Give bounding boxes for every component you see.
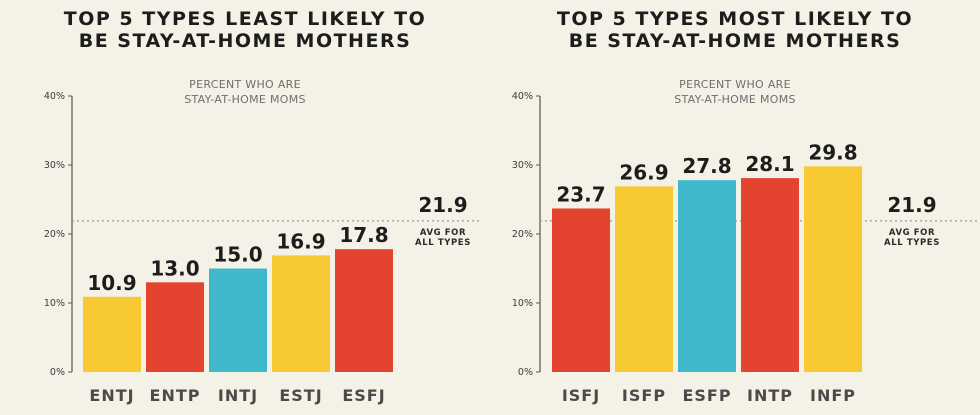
bar-value-label: 15.0: [213, 243, 262, 267]
chart-least-likely: TOP 5 TYPES LEAST LIKELY TO BE STAY-AT-H…: [0, 8, 490, 405]
bar-value-label: 10.9: [87, 271, 136, 295]
chart-title: TOP 5 TYPES LEAST LIKELY TO BE STAY-AT-H…: [0, 8, 490, 52]
bar-intj: [209, 268, 267, 372]
category-label: ESFJ: [342, 386, 385, 405]
average-value-label: 21.9: [418, 193, 467, 217]
chart-most-likely: TOP 5 TYPES MOST LIKELY TO BE STAY-AT-HO…: [490, 0, 980, 415]
chart-title-line-2: BE STAY-AT-HOME MOTHERS: [568, 30, 902, 52]
category-label: ESFP: [682, 386, 731, 405]
bar-esfj: [335, 249, 393, 372]
bar-isfp: [615, 186, 673, 372]
chart-subtitle-line-1: PERCENT WHO ARE: [679, 78, 791, 91]
y-tick-label: 20%: [44, 229, 65, 240]
chart-subtitle: PERCENT WHO ARE STAY-AT-HOME MOMS: [0, 77, 490, 107]
category-label: INTJ: [218, 386, 258, 405]
average-caption: AVG FOR: [889, 228, 935, 238]
bar-entp: [146, 282, 204, 372]
y-tick-label: 20%: [512, 229, 533, 240]
average-caption: ALL TYPES: [415, 238, 471, 248]
chart-subtitle-line-1: PERCENT WHO ARE: [189, 78, 301, 91]
bar-value-label: 27.8: [682, 154, 731, 178]
bar-infp: [804, 166, 862, 372]
average-caption: ALL TYPES: [884, 238, 940, 248]
category-label: ENTP: [150, 386, 201, 405]
bar-intp: [741, 178, 799, 372]
y-tick-label: 10%: [512, 298, 533, 309]
category-label: ESTJ: [279, 386, 322, 405]
average-caption: AVG FOR: [420, 228, 466, 238]
category-label: INTP: [747, 386, 793, 405]
y-tick-label: 10%: [44, 298, 65, 309]
y-tick-label: 30%: [512, 160, 533, 171]
chart-title: TOP 5 TYPES MOST LIKELY TO BE STAY-AT-HO…: [490, 8, 980, 52]
bar-estj: [272, 255, 330, 372]
chart-plot: 0% 10% 20% 30% 40% 23.7 ISFJ 26.9 ISFP 27.8 ESFP 28…: [512, 91, 980, 405]
chart-subtitle: PERCENT WHO ARE STAY-AT-HOME MOMS: [490, 77, 980, 107]
category-label: ISFP: [622, 386, 666, 405]
chart-title-line-2: BE STAY-AT-HOME MOTHERS: [78, 30, 412, 52]
y-tick-label: 30%: [44, 160, 65, 171]
category-label: INFP: [810, 386, 856, 405]
chart-title-line-1: TOP 5 TYPES LEAST LIKELY TO: [63, 8, 427, 30]
chart-subtitle-line-2: STAY-AT-HOME MOMS: [184, 93, 306, 106]
bar-value-label: 23.7: [556, 182, 605, 206]
bar-isfj: [552, 208, 610, 372]
y-tick-label: 0%: [518, 367, 533, 378]
y-tick-label: 40%: [44, 91, 65, 102]
bar-value-label: 29.8: [808, 140, 857, 164]
average-value-label: 21.9: [887, 193, 936, 217]
bar-entj: [83, 296, 141, 372]
y-tick-label: 0%: [50, 367, 65, 378]
category-label: ENTJ: [89, 386, 134, 405]
chart-plot: 0% 10% 20% 30% 40% 10.9 ENTJ 13.0 ENTP 15.0 INTJ 16…: [44, 91, 482, 405]
bar-esfp: [678, 180, 736, 372]
bar-value-label: 26.9: [619, 160, 668, 184]
y-tick-label: 40%: [512, 91, 533, 102]
category-label: ISFJ: [562, 386, 600, 405]
bar-value-label: 13.0: [150, 256, 199, 280]
bar-value-label: 16.9: [276, 229, 325, 253]
bar-value-label: 28.1: [745, 152, 794, 176]
chart-title-line-1: TOP 5 TYPES MOST LIKELY TO: [556, 8, 914, 30]
chart-subtitle-line-2: STAY-AT-HOME MOMS: [674, 93, 796, 106]
bar-value-label: 17.8: [339, 223, 388, 247]
